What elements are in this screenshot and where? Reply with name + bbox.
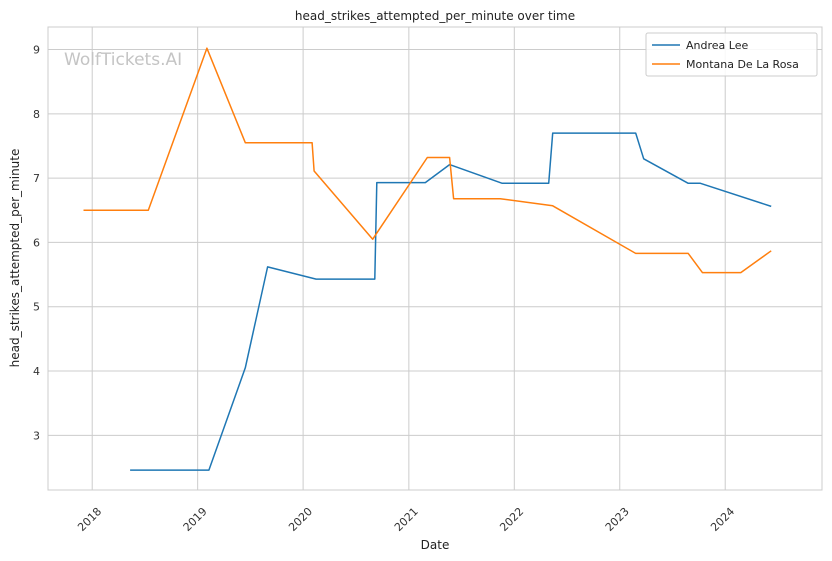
chart-title: head_strikes_attempted_per_minute over t… <box>295 9 575 23</box>
series-lines <box>83 47 772 471</box>
y-tick-labels: 3 4 5 6 7 8 9 <box>33 44 40 443</box>
y-tick-label: 4 <box>33 365 40 378</box>
y-axis-title: head_strikes_attempted_per_minute <box>8 149 22 368</box>
y-tick-label: 6 <box>33 236 40 249</box>
legend-label-montana-de-la-rosa: Montana De La Rosa <box>686 58 799 71</box>
y-tick-label: 3 <box>33 429 40 442</box>
grid-lines <box>48 27 822 490</box>
watermark: WolfTickets.AI <box>64 50 182 70</box>
y-tick-label: 8 <box>33 108 40 121</box>
y-tick-label: 5 <box>33 301 40 314</box>
x-axis-title: Date <box>421 538 450 552</box>
series-line-montana-de-la-rosa <box>83 47 772 274</box>
legend-label-andrea-lee: Andrea Lee <box>686 39 748 52</box>
y-tick-label: 9 <box>33 44 40 57</box>
legend: Andrea Lee Montana De La Rosa <box>645 32 818 77</box>
plot-frame <box>47 26 823 491</box>
legend-box <box>645 32 818 77</box>
y-tick-label: 7 <box>33 172 40 185</box>
